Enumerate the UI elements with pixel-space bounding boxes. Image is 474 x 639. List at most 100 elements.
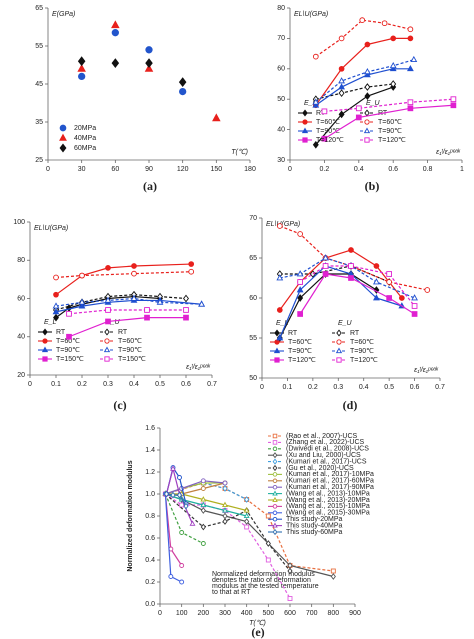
legend-marker [272, 452, 278, 459]
legend-label: T=120℃ [378, 137, 406, 144]
marker [156, 298, 164, 305]
legend-label: (Kumari et al., 2017)-90MPa [286, 484, 374, 491]
x-tick-label: 900 [349, 610, 361, 617]
x-tick-label: 400 [241, 610, 253, 617]
x-tick-label: 0 [158, 610, 162, 617]
legend-label: T=60℃ [56, 338, 80, 345]
marker [131, 270, 137, 277]
marker [79, 272, 85, 279]
marker [338, 65, 345, 72]
marker [276, 274, 284, 281]
legend-label: T=60℃ [316, 119, 340, 126]
legend-marker [364, 109, 370, 117]
legend-marker [272, 490, 278, 496]
marker [287, 596, 293, 601]
series-line [279, 249, 403, 311]
x-axis-label: T(℃) [231, 148, 248, 156]
marker [170, 491, 176, 499]
x-tick-label: 0.2 [320, 166, 330, 173]
marker [78, 72, 86, 81]
y-tick-label: 55 [35, 43, 43, 50]
legend-label: (Rao et al., 2007)-UCS [286, 433, 358, 440]
series-line [68, 317, 186, 338]
y-tick-label: 0.4 [145, 557, 155, 564]
x-tick-label: 0 [46, 166, 50, 173]
x-axis-label: ε₁ᵗ/ε₁ᵖᵉᵃᵏ [414, 367, 439, 374]
annotation: to that at RT [212, 589, 251, 596]
legend-label: (Wang et al., 2013)-20MPa [286, 497, 370, 504]
marker [183, 294, 189, 303]
marker [390, 80, 397, 88]
marker [297, 311, 303, 317]
legend-label: (Dwivedi et al., 2008)-UCS [286, 446, 369, 453]
series-line [324, 104, 454, 140]
marker [330, 573, 336, 580]
legend-label: (Kumari et al., 2017)-10MPa [286, 471, 374, 478]
marker [355, 114, 362, 121]
marker [168, 574, 174, 579]
legend-marker [42, 356, 48, 362]
series-line [324, 98, 454, 112]
legend-label: T=90℃ [316, 128, 340, 135]
legend-marker [272, 440, 278, 445]
x-tick-label: 100 [176, 610, 188, 617]
marker [386, 271, 392, 277]
y-tick-label: 40 [277, 126, 285, 133]
marker [265, 513, 271, 519]
legend-marker [272, 446, 278, 452]
marker [450, 96, 457, 103]
marker [222, 480, 228, 486]
legend-marker [272, 472, 278, 477]
marker [390, 35, 397, 42]
legend-marker [302, 137, 308, 143]
legend-label: T=90℃ [56, 347, 80, 354]
legend-label: T=150℃ [56, 356, 84, 363]
marker [145, 46, 153, 54]
annotation: modulus at the tested temperature [212, 583, 319, 590]
x-tick-label: 0.7 [207, 381, 217, 388]
legend-label: T=120℃ [350, 357, 378, 364]
marker [183, 307, 189, 313]
y-tick-label: 0.8 [145, 513, 155, 520]
marker [78, 302, 86, 309]
marker [52, 302, 60, 309]
legend-label: 60MPa [74, 145, 96, 152]
legend-marker [103, 346, 111, 353]
x-tick-label: 0.6 [388, 166, 398, 173]
y-tick-label: 0.2 [145, 579, 155, 586]
x-axis-label: T(℃) [249, 619, 266, 627]
legend-label: T=90℃ [378, 128, 402, 135]
legend-marker [274, 329, 280, 337]
marker [338, 77, 346, 84]
y-tick-label: 50 [277, 96, 285, 103]
series-line [55, 297, 202, 307]
x-axis-label: ε₁ᵗ/ε₁ᵖᵉᵃᵏ [186, 364, 211, 371]
legend-label: RT [56, 329, 66, 336]
marker [222, 501, 228, 508]
marker [177, 475, 182, 480]
marker [179, 579, 185, 585]
legend-marker [302, 119, 308, 125]
legend-label: T=60℃ [118, 338, 142, 345]
marker [373, 263, 380, 269]
x-tick-label: 60 [111, 166, 119, 173]
legend-label: T=90℃ [350, 348, 374, 355]
legend-marker [272, 528, 278, 536]
marker [200, 496, 207, 502]
legend-marker [59, 143, 67, 153]
y-axis-label: EL\U(GPa) [266, 221, 300, 228]
y-tick-label: 60 [277, 66, 285, 73]
legend-marker [41, 346, 49, 353]
marker [144, 307, 150, 313]
y-tick-label: 1.6 [145, 425, 155, 432]
marker [407, 105, 414, 112]
marker [338, 89, 345, 97]
marker [386, 295, 392, 301]
y-tick-label: 55 [249, 335, 257, 342]
marker [322, 254, 329, 261]
marker [265, 557, 271, 563]
legend-marker [272, 516, 278, 522]
y-tick-label: 20 [17, 372, 25, 379]
marker [276, 307, 283, 313]
panel-label: (d) [343, 398, 358, 412]
